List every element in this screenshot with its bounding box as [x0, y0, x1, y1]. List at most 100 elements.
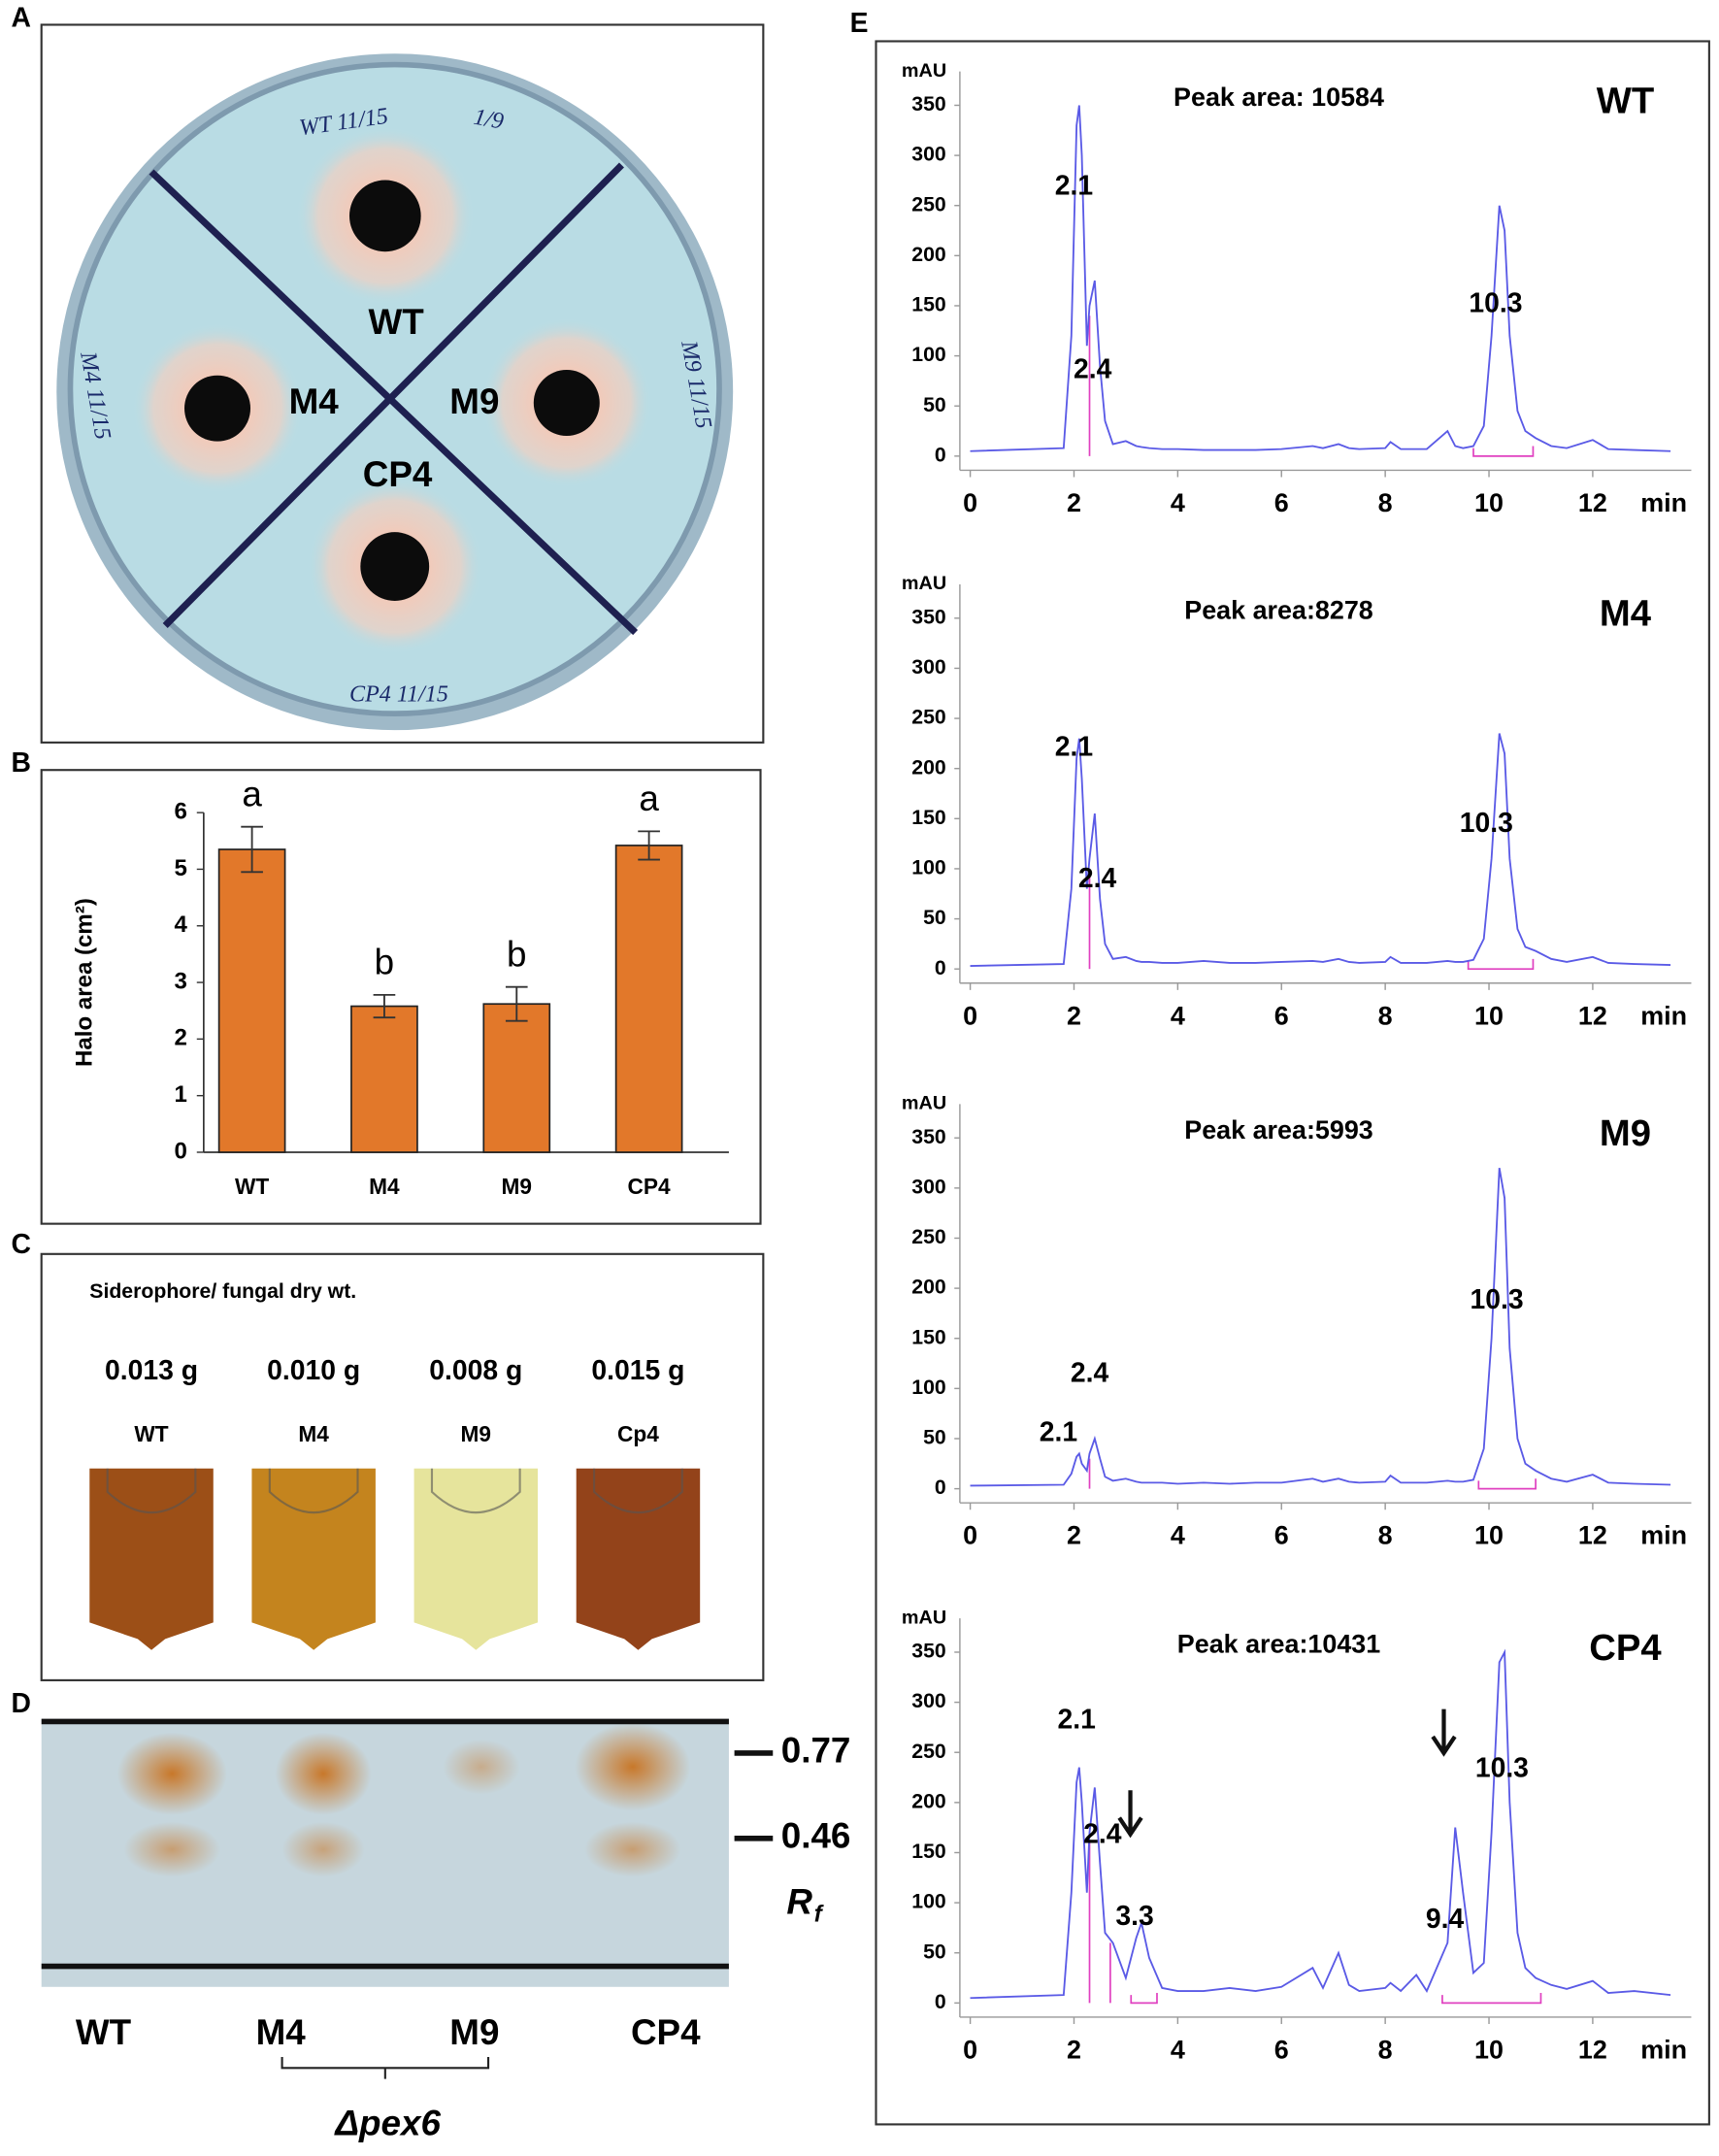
lane-label: CP4	[631, 2012, 701, 2052]
rf-value: 0.46	[781, 1816, 851, 1856]
y-tick-label: 150	[911, 1840, 945, 1863]
integration-mark	[1472, 446, 1535, 457]
panel-label: C	[12, 1229, 31, 1260]
error-bar	[241, 825, 263, 874]
x-tick-label: 12	[1578, 2035, 1607, 2064]
panel-label: D	[12, 1688, 31, 1719]
y-tick-label: 350	[911, 92, 945, 116]
panel-label: B	[12, 747, 31, 779]
amount: 0.015 g	[591, 1355, 684, 1386]
y-tick-label: 200	[911, 243, 945, 266]
y-tick-label: 0	[935, 1990, 946, 2013]
error-bar	[373, 993, 396, 1019]
strain-label: M9	[449, 381, 499, 421]
peak-label: 2.1	[1057, 1705, 1095, 1736]
tube	[89, 1468, 214, 1650]
y-tick-label: 250	[911, 706, 945, 729]
rf-marks: 0.77 0.46	[734, 1731, 851, 1856]
tube-label: WT	[134, 1421, 168, 1446]
y-tick-label: 250	[911, 1225, 945, 1248]
colonies	[132, 126, 652, 655]
amount: 0.010 g	[267, 1355, 360, 1386]
x-tick-label: 10	[1474, 488, 1504, 517]
meniscus	[106, 1468, 197, 1513]
x-tick-label: 2	[1067, 1521, 1081, 1550]
x-tick-label: 8	[1378, 1521, 1393, 1550]
meniscus	[430, 1468, 521, 1513]
tube-label: M4	[298, 1421, 329, 1446]
x-tick-label: 8	[1378, 488, 1393, 517]
peak-label: 10.3	[1475, 1752, 1529, 1783]
sample-name: CP4	[1589, 1627, 1662, 1669]
tube	[413, 1468, 539, 1650]
tubes: 0.013 g WT 0.010 g M4 0.008 g M9 0.015 g Cp4	[89, 1355, 701, 1650]
divider	[162, 162, 624, 628]
y-axis-label: Halo area (cm²)	[71, 898, 97, 1067]
y-tick-label: 1	[174, 1081, 186, 1108]
rf-value: 0.77	[781, 1731, 851, 1771]
y-tick-label: 300	[911, 655, 945, 679]
y-tick-label: 6	[174, 798, 186, 824]
y-axis-label: mAU	[902, 60, 946, 82]
y-tick-label: 350	[911, 605, 945, 628]
peak-label: 2.4	[1078, 863, 1117, 894]
lane-label: WT	[76, 2012, 132, 2052]
bar	[350, 1005, 418, 1153]
trace	[970, 1167, 1671, 1487]
sample-name: WT	[1597, 80, 1654, 121]
peak-label: 10.3	[1469, 287, 1522, 318]
y-tick-label: 350	[911, 1640, 945, 1663]
group-label: Δpex6	[333, 2104, 441, 2143]
y-tick-label: 200	[911, 1789, 945, 1812]
trace	[970, 733, 1671, 967]
divider	[149, 169, 639, 636]
lane-label: M9	[449, 2012, 499, 2052]
meniscus	[268, 1468, 359, 1513]
rf-subscript: f	[814, 1901, 825, 1927]
x-tick-label: 10	[1474, 1521, 1504, 1550]
peak-label: 9.4	[1426, 1904, 1465, 1935]
y-tick-label: 50	[923, 1426, 946, 1449]
rf-label: R f	[786, 1882, 824, 1928]
error-bar	[505, 985, 528, 1022]
y-tick-label: 300	[911, 1175, 945, 1198]
integration-mark	[1130, 1993, 1158, 2005]
x-tick-label: 0	[963, 1521, 977, 1550]
peak-label: 2.1	[1055, 732, 1093, 763]
peak-label: 2.4	[1083, 1818, 1122, 1849]
x-tick-label: 6	[1274, 1001, 1289, 1030]
y-tick-label: 200	[911, 1276, 945, 1299]
x-tick-label: 4	[1171, 2035, 1185, 2064]
significance: b	[375, 942, 394, 981]
chart-title: Peak area:10431	[1177, 1630, 1380, 1659]
x-tick-label: M9	[502, 1174, 532, 1199]
peak-label: 2.4	[1071, 1357, 1109, 1388]
arrow	[1117, 1790, 1143, 1839]
tlc-spots	[116, 1722, 691, 1877]
y-tick-label: 100	[911, 343, 945, 366]
amount: 0.008 g	[429, 1355, 522, 1386]
chart-title: Peak area:5993	[1184, 1115, 1373, 1144]
bar	[482, 1003, 551, 1153]
rf-symbol: R	[786, 1882, 812, 1922]
amount: 0.013 g	[105, 1355, 198, 1386]
tube	[576, 1468, 701, 1650]
y-tick-label: 2	[174, 1025, 186, 1051]
x-tick-label: 4	[1171, 488, 1185, 517]
peak-label: 2.4	[1074, 354, 1112, 385]
bar	[614, 845, 683, 1153]
x-unit: min	[1640, 1001, 1687, 1030]
tube	[251, 1468, 376, 1650]
x-tick-label: 6	[1274, 2035, 1289, 2064]
x-tick-label: 4	[1171, 1001, 1185, 1030]
x-unit: min	[1640, 488, 1687, 517]
chart-title: Peak area: 10584	[1174, 83, 1384, 112]
y-tick-label: 3	[174, 968, 186, 994]
meniscus	[593, 1468, 683, 1513]
integration-mark	[1477, 1478, 1537, 1490]
x-tick-label: 8	[1378, 2035, 1393, 2064]
y-tick-label: 100	[911, 1890, 945, 1913]
lane-label: M4	[256, 2012, 307, 2052]
y-axis-label: mAU	[902, 1093, 946, 1114]
